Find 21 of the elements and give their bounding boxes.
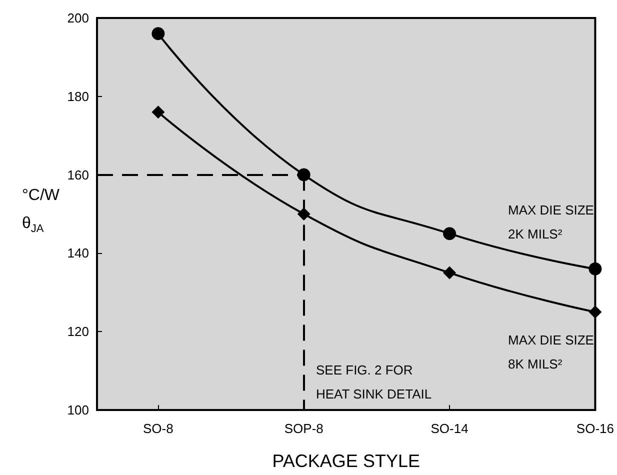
point xyxy=(152,27,165,40)
point xyxy=(443,227,456,240)
annotation: MAX DIE SIZE 2K MILS² xyxy=(508,202,594,242)
y-axis-title: °C/W θ$_{JA}$ xyxy=(22,186,60,238)
y-tick-label: 120 xyxy=(67,324,89,340)
annotation: MAX DIE SIZE 8K MILS² xyxy=(508,332,594,372)
y-tick-label: 200 xyxy=(67,10,89,26)
point xyxy=(152,106,165,119)
x-axis-title: PACKAGE STYLE xyxy=(272,451,420,471)
x-tick-label: SO-16 xyxy=(576,421,614,436)
x-tick-label: SO-14 xyxy=(430,421,468,436)
y-tick-label: 140 xyxy=(67,246,89,261)
y-tick-label: 160 xyxy=(67,167,89,182)
y-tick-label: 100 xyxy=(67,402,89,418)
point xyxy=(443,266,456,280)
x-tick-label: SOP-8 xyxy=(284,421,324,436)
annotation: SEE FIG. 2 FOR HEAT SINK DETAIL xyxy=(316,362,432,402)
x-tick-label: SO-8 xyxy=(143,421,174,436)
y-tick-label: 180 xyxy=(67,88,89,104)
point xyxy=(588,262,602,276)
point xyxy=(588,306,602,318)
